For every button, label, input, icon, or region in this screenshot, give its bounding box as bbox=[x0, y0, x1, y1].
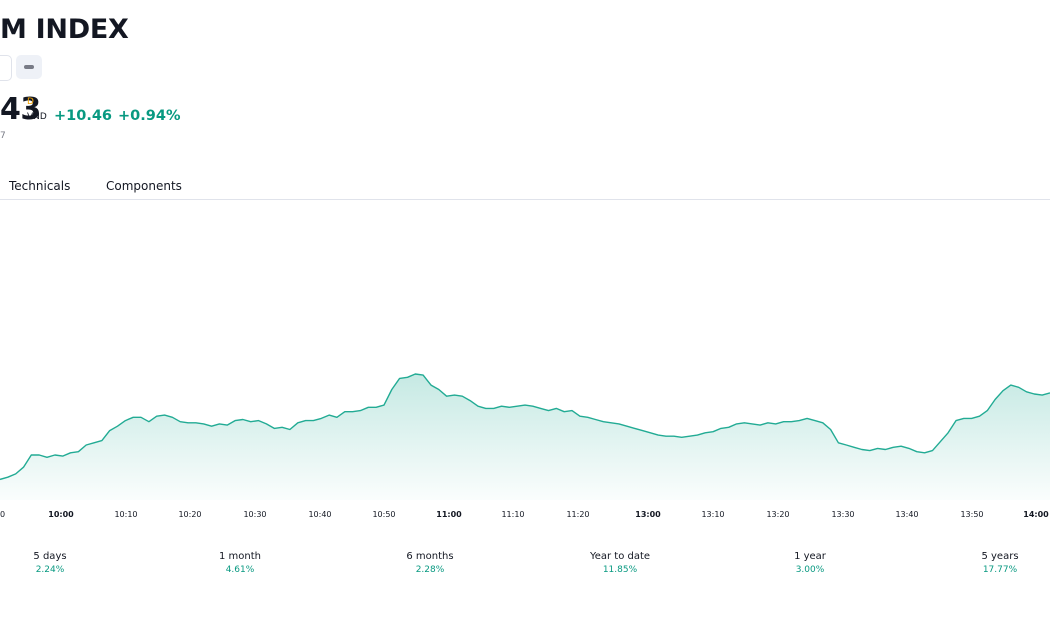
x-tick-label: 10:40 bbox=[308, 510, 331, 519]
period-5-years[interactable]: 5 years 17.77% bbox=[935, 551, 1050, 575]
x-tick-label: 10:50 bbox=[372, 510, 395, 519]
period-label: 1 year bbox=[794, 551, 826, 562]
change-absolute: +10.46 bbox=[54, 108, 113, 124]
x-tick-label: 11:10 bbox=[501, 510, 524, 519]
x-tick-label: 10:30 bbox=[243, 510, 266, 519]
x-tick-label: 13:10 bbox=[701, 510, 724, 519]
x-tick-label: 13:40 bbox=[895, 510, 918, 519]
x-tick-label: 10:00 bbox=[48, 510, 74, 519]
tab-technicals[interactable]: Technicals bbox=[9, 179, 71, 193]
period-value: 4.61% bbox=[225, 565, 255, 575]
period-6-months[interactable]: 6 months 2.28% bbox=[365, 551, 495, 575]
period-5-days[interactable]: 5 days 2.24% bbox=[0, 551, 115, 575]
more-icon bbox=[24, 65, 34, 69]
change-percent: +0.94% bbox=[118, 108, 181, 124]
area-fill bbox=[0, 374, 1050, 500]
period-1-year[interactable]: 1 year 3.00% bbox=[745, 551, 875, 575]
period-label: Year to date bbox=[589, 551, 651, 562]
more-options-button[interactable] bbox=[16, 55, 42, 79]
x-tick-label: 10:10 bbox=[114, 510, 137, 519]
period-value: 3.00% bbox=[795, 565, 825, 575]
period-label: 6 months bbox=[406, 551, 454, 562]
period-label: 5 years bbox=[981, 551, 1019, 562]
x-tick-label: 13:50 bbox=[960, 510, 983, 519]
period-label: 1 month bbox=[219, 551, 261, 562]
x-tick-label: 50 bbox=[0, 510, 5, 519]
tab-components[interactable]: Components bbox=[106, 179, 182, 193]
price-chart[interactable]: 50 10:00 10:10 10:20 10:30 10:40 10:50 11:00 11:… bbox=[0, 200, 1050, 530]
period-value: 11.85% bbox=[602, 565, 638, 575]
tab-divider bbox=[0, 199, 1050, 200]
period-year-to-date[interactable]: Year to date 11.85% bbox=[555, 551, 685, 575]
x-tick-label: 14:00 bbox=[1023, 510, 1049, 519]
price-change: +10.46 +0.94% bbox=[54, 108, 186, 124]
period-value: 2.28% bbox=[415, 565, 445, 575]
x-tick-label: 11:00 bbox=[436, 510, 462, 519]
period-1-month[interactable]: 1 month 4.61% bbox=[175, 551, 305, 575]
price-marker: D bbox=[27, 97, 34, 107]
current-price: 43 bbox=[0, 92, 41, 127]
period-value: 17.77% bbox=[982, 565, 1018, 575]
currency-label: VND bbox=[27, 112, 47, 122]
symbol-tag-button[interactable] bbox=[0, 55, 12, 81]
period-value: 2.24% bbox=[35, 565, 65, 575]
x-tick-label: 11:20 bbox=[566, 510, 589, 519]
x-axis: 50 10:00 10:10 10:20 10:30 10:40 10:50 11:00 11:… bbox=[0, 510, 1049, 519]
x-tick-label: 13:30 bbox=[831, 510, 854, 519]
x-tick-label: 13:00 bbox=[635, 510, 661, 519]
x-tick-label: 10:20 bbox=[178, 510, 201, 519]
index-title: M INDEX bbox=[0, 14, 129, 45]
market-status: 7 bbox=[0, 131, 6, 141]
x-tick-label: 13:20 bbox=[766, 510, 789, 519]
series-line bbox=[0, 373, 1050, 481]
period-label: 5 days bbox=[33, 551, 67, 562]
